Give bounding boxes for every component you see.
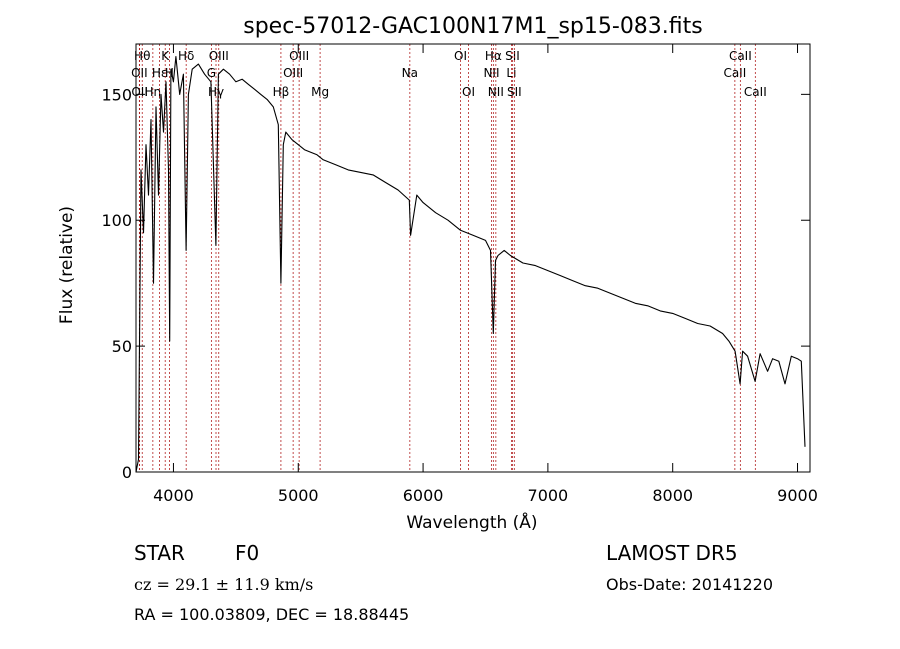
axis-ticks: 4000 5000 6000 7000 8000 9000 0 50 100 150 xyxy=(101,44,818,505)
obs-date: Obs-Date: 20141220 xyxy=(606,575,773,594)
x-tick-label-1: 5000 xyxy=(278,486,319,505)
line-label-26: CaII xyxy=(744,85,767,99)
spectral-line-markers: HθOIIOIIHηHεKHHδGHγOIIIHβOIIIOIIIMgNaOIO… xyxy=(131,44,767,472)
line-label-24: CaII xyxy=(723,66,746,80)
line-label-22: SII xyxy=(505,49,520,63)
y-tick-label-0: 0 xyxy=(122,463,132,482)
y-axis-label: Flux (relative) xyxy=(57,206,77,324)
line-label-17: OI xyxy=(462,85,475,99)
chart-title: spec-57012-GAC100N17M1_sp15-083.fits xyxy=(243,14,703,39)
line-label-5: K xyxy=(161,49,170,63)
line-label-0: Hθ xyxy=(134,49,150,63)
x-tick-label-0: 4000 xyxy=(153,486,194,505)
spectrum-line xyxy=(135,56,806,473)
spectrum-series xyxy=(135,56,806,473)
x-tick-label-2: 6000 xyxy=(403,486,444,505)
line-label-20: NII xyxy=(488,85,504,99)
line-label-8: G xyxy=(207,66,216,80)
survey-label: LAMOST DR5 xyxy=(606,541,738,565)
coordinates: RA = 100.03809, DEC = 18.88445 xyxy=(134,605,409,624)
line-label-16: OI xyxy=(454,49,467,63)
y-tick-label-3: 150 xyxy=(101,85,132,104)
line-label-13: OIII xyxy=(289,49,309,63)
line-label-3: Hη xyxy=(145,85,162,99)
velocity-readout: cz = 29.1 ± 11.9 km/s xyxy=(134,575,313,594)
y-tick-label-2: 100 xyxy=(101,211,132,230)
object-class: STAR xyxy=(134,541,185,565)
x-tick-label-3: 7000 xyxy=(528,486,569,505)
line-label-9: Hγ xyxy=(208,85,224,99)
line-label-18: NII xyxy=(483,66,499,80)
line-label-25: CaII xyxy=(729,49,752,63)
line-label-10: OIII xyxy=(209,49,229,63)
line-label-19: Hα xyxy=(485,49,502,63)
x-tick-label-4: 8000 xyxy=(652,486,693,505)
object-subclass: F0 xyxy=(235,541,259,565)
line-label-11: Hβ xyxy=(273,85,290,99)
x-axis-label: Wavelength (Å) xyxy=(406,511,537,533)
line-label-7: Hδ xyxy=(178,49,194,63)
plot-frame xyxy=(135,43,811,473)
line-label-6: H xyxy=(165,66,174,80)
line-label-14: Mg xyxy=(311,85,329,99)
line-label-4: Hε xyxy=(152,66,168,80)
line-label-12: OIII xyxy=(283,66,303,80)
y-tick-label-1: 50 xyxy=(112,337,132,356)
line-label-15: Na xyxy=(402,66,418,80)
x-tick-label-5: 9000 xyxy=(777,486,818,505)
line-label-21: Li xyxy=(506,66,516,80)
line-label-23: SII xyxy=(507,85,522,99)
line-label-2: OII xyxy=(131,85,148,99)
